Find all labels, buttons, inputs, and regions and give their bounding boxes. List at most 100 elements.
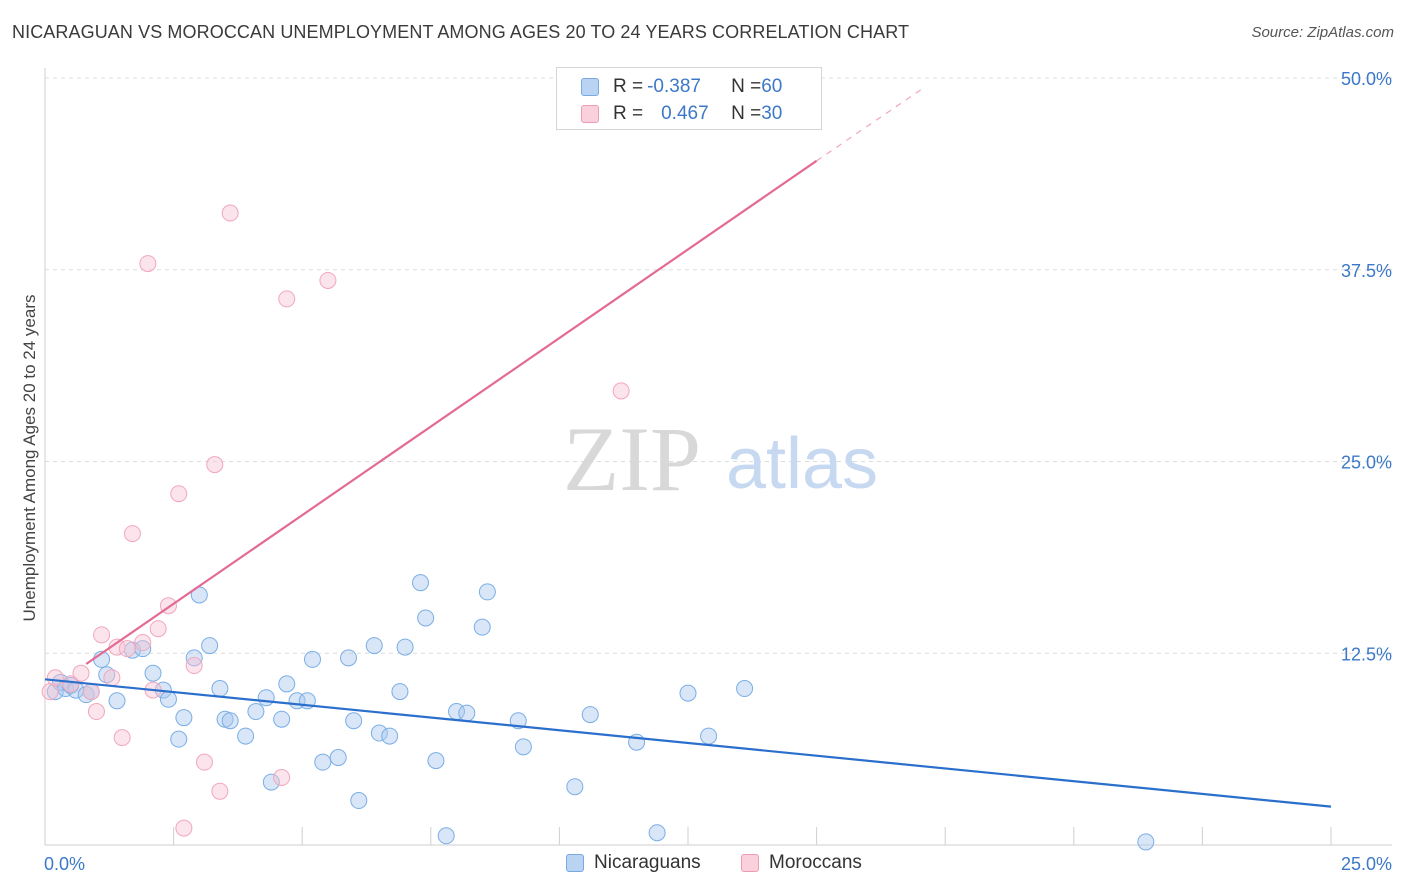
nicaraguan-point xyxy=(144,664,162,682)
watermark-atlas: atlas xyxy=(726,424,878,504)
n-label: N = xyxy=(731,76,762,97)
correlation-legend: R = -0.387 N = 60 R = 0.467 N = 30 xyxy=(556,67,822,130)
nicaraguans-swatch xyxy=(581,78,599,96)
nicaraguan-point xyxy=(581,706,599,724)
nicaraguan-point xyxy=(339,649,357,667)
nicaraguan-point xyxy=(303,650,321,668)
nicaraguan-point xyxy=(237,727,255,745)
nicaraguan-point xyxy=(211,680,229,698)
moroccan-point xyxy=(185,657,203,675)
bottom-legend-nicaraguans: Nicaraguans xyxy=(566,852,701,874)
moroccans-swatch xyxy=(581,105,599,123)
moroccan-point xyxy=(72,664,90,682)
moroccan-point xyxy=(278,290,296,308)
nicaraguan-point xyxy=(478,583,496,601)
moroccan-point xyxy=(149,620,167,638)
nicaraguan-point xyxy=(396,638,414,656)
nicaraguan-point xyxy=(473,618,491,636)
moroccan-point xyxy=(62,675,80,693)
nicaraguans-legend-label: Nicaraguans xyxy=(594,852,701,873)
nicaraguan-trend-line xyxy=(44,678,1332,808)
moroccan-point xyxy=(134,634,152,652)
nicaraguan-point xyxy=(736,680,754,698)
nicaraguan-point xyxy=(170,730,188,748)
nicaraguan-point xyxy=(350,792,368,810)
nicaraguan-point xyxy=(108,692,126,710)
r-value: 0.467 xyxy=(661,103,709,124)
moroccan-point xyxy=(103,669,121,687)
nicaraguan-point xyxy=(314,753,332,771)
moroccan-point xyxy=(139,255,157,273)
n-value: 30 xyxy=(761,103,783,124)
moroccan-point xyxy=(118,640,136,658)
nicaraguan-point xyxy=(159,690,177,708)
nicaraguan-point xyxy=(201,637,219,655)
moroccan-point xyxy=(93,626,111,644)
moroccan-trend-extension xyxy=(816,86,925,162)
moroccan-point xyxy=(175,819,193,837)
nicaraguan-point xyxy=(1137,833,1155,851)
nicaraguan-point xyxy=(273,710,291,728)
nicaraguan-point xyxy=(262,773,280,791)
moroccan-point xyxy=(612,382,630,400)
nicaraguan-point xyxy=(134,640,152,658)
nicaraguan-point xyxy=(437,827,455,845)
tick-labels: 12.5% 25.0% 37.5% 50.0% 0.0% 25.0% xyxy=(44,69,1392,874)
moroccan-point xyxy=(211,782,229,800)
nicaraguan-point xyxy=(381,727,399,745)
y-tick-label: 12.5% xyxy=(1341,644,1392,664)
moroccan-point xyxy=(221,204,239,222)
nicaraguan-point xyxy=(370,724,388,742)
nicaraguan-point xyxy=(46,683,64,701)
nicaraguan-point xyxy=(77,686,95,704)
nicaraguan-point xyxy=(345,712,363,730)
r-label: R = xyxy=(613,76,644,97)
nicaraguan-point xyxy=(221,712,239,730)
nicaraguan-point xyxy=(412,574,430,592)
nicaraguan-point xyxy=(648,824,666,842)
y-tick-label: 37.5% xyxy=(1341,261,1392,281)
nicaraguan-point xyxy=(514,738,532,756)
y-tick-label: 25.0% xyxy=(1341,453,1392,473)
moroccan-trend-line xyxy=(85,159,818,665)
moroccan-point xyxy=(87,703,105,721)
nicaraguan-point xyxy=(365,637,383,655)
nicaraguan-point xyxy=(427,752,445,770)
n-label: N = xyxy=(731,103,762,124)
n-value: 60 xyxy=(761,76,783,97)
legend-row-nicaraguans: R = -0.387 N = 60 xyxy=(581,75,782,99)
x-tick-label: 25.0% xyxy=(1341,854,1392,874)
r-label: R = xyxy=(613,103,644,124)
nicaraguan-point xyxy=(247,703,265,721)
axes xyxy=(44,68,1392,846)
nicaraguan-point xyxy=(417,609,435,627)
moroccan-point xyxy=(170,485,188,503)
nicaraguan-point xyxy=(175,709,193,727)
moroccan-point xyxy=(273,769,291,787)
nicaraguan-point xyxy=(458,704,476,722)
moroccan-point xyxy=(46,669,64,687)
x-tick-label: 0.0% xyxy=(44,854,85,874)
r-value: -0.387 xyxy=(647,76,701,97)
moroccans-legend-label: Moroccans xyxy=(769,852,862,873)
grid-lines xyxy=(45,77,1392,654)
nicaraguan-point xyxy=(98,666,116,684)
moroccan-point xyxy=(113,729,131,747)
moroccan-point xyxy=(195,753,213,771)
data-points xyxy=(41,204,1155,851)
nicaraguan-point xyxy=(278,675,296,693)
moroccan-point xyxy=(206,456,224,474)
nicaraguan-point xyxy=(329,749,347,767)
moroccans-legend-swatch xyxy=(741,854,759,872)
nicaraguan-point xyxy=(700,727,718,745)
bottom-legend-moroccans: Moroccans xyxy=(741,852,862,874)
legend-row-moroccans: R = 0.467 N = 30 xyxy=(581,102,782,126)
moroccan-point xyxy=(319,271,337,289)
nicaraguan-point xyxy=(257,689,275,707)
nicaraguan-point xyxy=(679,684,697,702)
y-tick-label: 50.0% xyxy=(1341,69,1392,89)
nicaraguans-legend-swatch xyxy=(566,854,584,872)
moroccan-point xyxy=(82,683,100,701)
chart-title: NICARAGUAN VS MOROCCAN UNEMPLOYMENT AMON… xyxy=(12,22,910,42)
